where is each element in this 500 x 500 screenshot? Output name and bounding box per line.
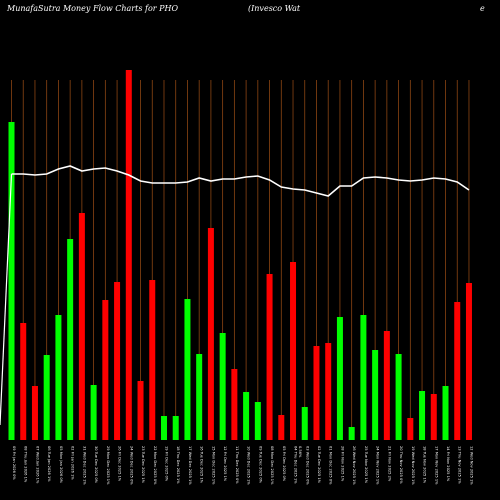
x-tick-label: 17 Wed Dec 2025 1% [188,446,192,485]
money-flow-bar [372,350,379,440]
x-tick-label: 03 Wed Dec 2025 0% [305,446,309,485]
x-tick-label: 19 Fri Dec 2025 0% [164,446,168,482]
money-flow-bar [325,343,332,440]
money-flow-bar [301,407,308,440]
x-tick-label: 13 Thu Nov 2025 1% [458,446,462,484]
money-flow-bar [55,315,62,440]
money-flow-bar [137,381,144,440]
x-tick-label: 08 Mon Dec 2025 1% [270,446,274,485]
money-flow-bar [90,385,97,440]
money-flow-bar [125,70,132,440]
x-tick-label: 30 Tue Dec 2025 0% [94,446,98,484]
x-tick-labels: 09 Fri Jan 2026 0% 08 Thu Jan 2026 1% 07 W… [12,446,473,485]
money-flow-bar [360,315,367,440]
money-flow-bar [8,122,15,440]
x-tick-label: 31 Wed Dec 2025 1% [82,446,86,485]
chart-ticker-name: (Invesco Wat [248,4,301,13]
x-tick-label: 02 Tue Dec 2025 1% [317,446,321,484]
x-tick-label: 05 Fri Dec 2025 0% [282,446,286,482]
x-tick-label: 09 Tue Dec 2025 0% [258,446,262,484]
x-tick-label: 11 Thu Dec 2025 0% [235,446,239,484]
money-flow-bar [78,213,85,440]
money-flow-bar [43,355,50,440]
x-tick-label: 14 Fri Nov 2025 1% [446,446,450,482]
x-tick-label: 06 Tue Jan 2026 1% [47,446,51,482]
x-tick-label: 23 Tue Dec 2025 1% [141,446,145,484]
money-flow-bar [383,331,390,440]
x-tick-label: 01 Mon Dec 2025 0% [329,446,333,485]
chart-title: MunafaSutra Money Flow Charts for PHO [7,4,179,13]
money-flow-bar [102,300,109,440]
money-flow-bar [207,228,214,440]
money-flow-bar [254,402,261,440]
x-tick-label: 16 Tue Dec 2025 1% [200,446,204,484]
x-tick-label: 21 Fri Nov 2025 2% [387,446,391,482]
x-extra-label: 0.56% [298,446,302,458]
money-flow-bar [149,280,156,440]
x-tick-label: 17 Mon Nov 2025 1% [434,446,438,485]
x-tick-label: 04 Thu Dec 2025 1% [294,446,298,484]
x-tick-label: 07 Wed Jan 2026 1% [35,446,39,484]
x-tick-label: 10 Wed Dec 2025 1% [247,446,251,485]
x-tick-label: 26 Wed Nov 2025 1% [352,446,356,485]
x-tick-label: 20 Thu Nov 2025 0% [399,446,403,484]
money-flow-bar [196,354,203,440]
money-flow-bar [465,283,472,440]
money-flow-bar [442,386,449,440]
trend-line-entry [0,173,13,426]
money-flow-bar [243,392,250,440]
x-tick-label: 08 Thu Jan 2026 1% [24,446,28,483]
money-flow-bar [31,386,38,440]
money-flow-bar [278,415,285,440]
money-flow-bar [231,369,238,440]
trend-line-group [0,165,470,426]
money-flow-bar [219,333,226,440]
money-flow-bar [20,323,27,440]
x-tick-label: 18 Tue Nov 2025 1% [423,446,427,484]
money-flow-bar [336,317,343,440]
x-tick-label: 19 Wed Nov 2025 1% [411,446,415,485]
money-flow-bar [172,416,179,440]
chart-ticker-tail: e [480,4,485,13]
money-flow-bar [430,394,437,440]
x-tick-label: 12 Fri Dec 2025 1% [223,446,227,482]
money-flow-bar [67,239,74,440]
x-tick-label: 29 Mon Dec 2025 1% [106,446,110,485]
x-tick-label: 05 Mon Jan 2026 0% [59,446,63,484]
x-tick-label: 09 Fri Jan 2026 0% [12,446,16,480]
money-flow-bar [395,354,402,440]
x-tick-label: 25 Tue Nov 2025 1% [364,446,368,484]
x-tick-label: 28 Fri Nov 2025 1% [340,446,344,482]
money-flow-bar [266,274,273,440]
x-tick-label: 15 Mon Dec 2025 1% [211,446,215,485]
money-flow-bar [160,416,167,440]
x-tick-label: 24 Wed Dec 2025 0% [129,446,133,485]
x-tick-label: 18 Thu Dec 2025 1% [176,446,180,484]
trend-line [11,165,470,197]
x-tick-label: 22 Mon Dec 2025 0% [153,446,157,485]
x-tick-label: 02 Fri Jan 2026 1% [71,446,75,480]
x-tick-label: 12 Wed Nov 2025 1% [469,446,473,485]
money-flow-bar [114,282,121,440]
x-tick-label: 24 Mon Nov 2025 1% [376,446,380,485]
money-flow-bar [407,418,414,440]
money-flow-bar [184,299,191,440]
money-flow-bar [419,391,426,440]
money-flow-bars [8,70,472,440]
money-flow-bar [290,262,297,440]
x-tick-label: 26 Fri Dec 2025 1% [118,446,122,482]
chart-header: MunafaSutra Money Flow Charts for PHO (I… [0,0,500,20]
money-flow-bar [454,302,461,440]
money-flow-bar [313,346,320,440]
money-flow-bar [348,427,355,440]
